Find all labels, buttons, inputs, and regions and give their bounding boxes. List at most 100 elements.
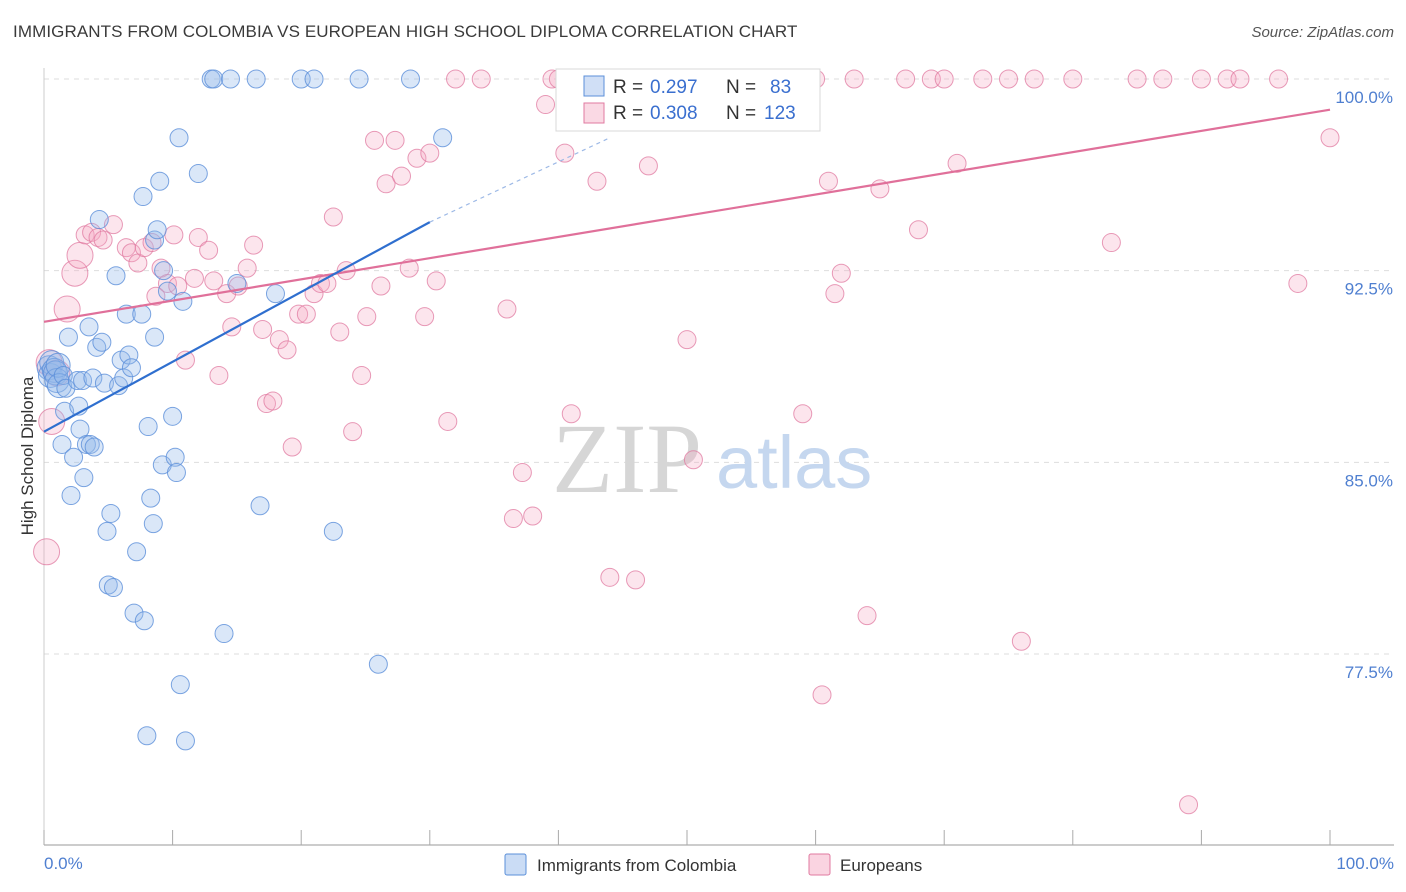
- europeans-point: [536, 95, 556, 115]
- colombia-point: [166, 463, 186, 483]
- europeans-point: [1011, 631, 1031, 651]
- colombia-point: [45, 352, 71, 378]
- europeans-point: [33, 538, 61, 566]
- colombia-point: [349, 69, 369, 89]
- europeans-point: [818, 171, 838, 191]
- colombia-point: [170, 675, 190, 695]
- europeans-point: [973, 69, 993, 89]
- europeans-point: [1127, 69, 1147, 89]
- europeans-point: [164, 225, 184, 245]
- colombia-point: [227, 273, 247, 293]
- legend-n-value-2: 123: [764, 103, 796, 124]
- europeans-point: [908, 220, 928, 240]
- europeans-point: [103, 215, 123, 235]
- europeans-point: [168, 276, 188, 296]
- europeans-point: [844, 69, 864, 89]
- europeans-point: [1063, 69, 1083, 89]
- colombia-point: [163, 406, 183, 426]
- europeans-point: [587, 171, 607, 191]
- europeans-point: [352, 365, 372, 385]
- europeans-point: [446, 69, 466, 89]
- colombia-point: [204, 69, 224, 89]
- colombia-trend-line: [43, 221, 431, 433]
- europeans-point: [1320, 128, 1340, 148]
- colombia-point: [188, 164, 208, 184]
- europeans-point: [420, 143, 440, 163]
- europeans-point: [93, 230, 113, 250]
- colombia-point: [67, 371, 87, 391]
- europeans-point: [296, 304, 316, 324]
- colombia-point: [323, 521, 343, 541]
- europeans-point: [188, 227, 208, 247]
- europeans-point: [638, 156, 658, 176]
- europeans-point: [61, 259, 89, 287]
- europeans-point: [357, 307, 377, 327]
- europeans-point: [399, 258, 419, 278]
- colombia-point: [169, 128, 189, 148]
- colombia-point: [246, 69, 266, 89]
- colombia-point: [137, 726, 157, 746]
- europeans-point: [323, 207, 343, 227]
- colombia-point: [74, 468, 94, 488]
- colombia-point: [92, 332, 112, 352]
- legend-box-frame: [555, 68, 821, 132]
- colombia-point: [94, 373, 114, 393]
- colombia-point: [147, 220, 167, 240]
- y-tick-labels: 77.5% 85.0% 92.5% 100.0%: [1335, 88, 1393, 682]
- colombia-trend-extension: [429, 137, 611, 223]
- europeans-point: [392, 166, 412, 186]
- colombia-point: [87, 337, 107, 357]
- europeans-point: [677, 330, 697, 350]
- europeans-point: [277, 340, 297, 360]
- colombia-point: [250, 496, 270, 516]
- page-title: IMMIGRANTS FROM COLOMBIA VS EUROPEAN HIG…: [13, 22, 798, 41]
- legend-swatch-colombia: [583, 75, 605, 97]
- colombia-point: [133, 187, 153, 207]
- europeans-point: [204, 271, 224, 291]
- europeans-point: [385, 130, 405, 150]
- europeans-point: [600, 567, 620, 587]
- colombia-point: [119, 345, 139, 365]
- bottom-legend-swatch-colombia: [504, 853, 527, 876]
- europeans-point: [199, 240, 219, 260]
- legend-swatch-europeans: [583, 102, 605, 124]
- bottom-legend-swatch-europeans: [808, 853, 831, 876]
- europeans-point: [371, 276, 391, 296]
- colombia-point: [121, 358, 141, 378]
- colombia-point: [134, 611, 154, 631]
- europeans-point: [1191, 69, 1211, 89]
- colombia-point: [265, 284, 285, 304]
- colombia-point: [145, 327, 165, 347]
- europeans-point: [244, 235, 264, 255]
- colombia-point: [138, 417, 158, 437]
- colombia-point: [401, 69, 421, 89]
- europeans-point: [831, 263, 851, 283]
- europeans-point: [53, 295, 81, 323]
- europeans-point: [1288, 273, 1308, 293]
- colombia-point: [433, 128, 453, 148]
- colombia-point: [61, 486, 81, 506]
- legend-n-label-2: N =: [726, 103, 756, 124]
- colombia-point: [106, 266, 126, 286]
- europeans-point: [253, 319, 273, 339]
- colombia-point: [154, 261, 174, 281]
- x-tick-label-min: 0.0%: [44, 854, 83, 873]
- legend-r-value-2: 0.308: [650, 103, 698, 124]
- bottom-legend: Immigrants from Colombia Europeans: [504, 853, 922, 876]
- colombia-point: [143, 514, 163, 534]
- europeans-point: [407, 148, 427, 168]
- y-tick-label: 77.5%: [1345, 663, 1393, 682]
- europeans-point: [415, 307, 435, 327]
- legend-n-value-1: 83: [770, 77, 791, 98]
- colombia-point: [150, 171, 170, 191]
- colombia-point: [214, 624, 234, 644]
- y-tick-label: 92.5%: [1345, 280, 1393, 299]
- source-credit: Source: ZipAtlas.com: [1251, 24, 1394, 41]
- colombia-point: [101, 503, 121, 523]
- europeans-point: [184, 268, 204, 288]
- europeans-point: [365, 130, 385, 150]
- colombia-point: [127, 542, 147, 562]
- europeans-point: [438, 411, 458, 431]
- europeans-point: [142, 233, 162, 253]
- europeans-point: [947, 153, 967, 173]
